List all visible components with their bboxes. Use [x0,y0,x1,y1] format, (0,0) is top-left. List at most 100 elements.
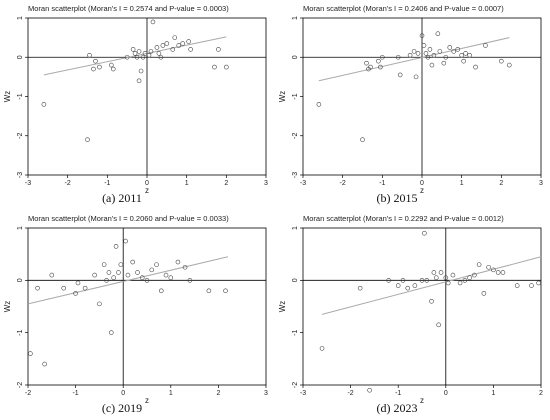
data-point [216,47,221,52]
data-point [149,267,155,273]
x-tick-label: 3 [264,180,268,187]
plot-frame [27,227,267,386]
data-point [486,264,491,270]
y-tick-label: -1 [292,93,299,99]
fitted-regression-line [321,256,542,315]
data-point [109,330,114,335]
y-axis-label: Wz [3,301,12,313]
y-tick-label: 0 [17,278,24,282]
data-point [419,33,425,38]
data-point [473,64,478,70]
moran-chart-2019: Moran scatterplot (Moran's I = 0.2060 an… [3,214,268,415]
y-axis-label: Wz [278,91,287,103]
y-tick-label: -3 [17,172,24,178]
y-tick-label: 1 [292,16,299,20]
data-point [110,66,116,72]
data-point [462,278,468,283]
data-point [367,387,372,393]
data-point [28,351,33,356]
data-point [435,31,441,37]
moran-chart-2011: Moran scatterplot (Moran's I = 0.2574 an… [3,4,268,205]
y-tick-label: 1 [292,226,299,230]
x-tick-label: -2 [347,390,353,397]
plot-title: Moran scatterplot (Moran's I = 0.2292 an… [303,214,504,223]
y-tick-label: -1 [17,93,24,99]
data-point [450,272,456,278]
data-point [113,244,119,249]
data-point [139,275,145,281]
x-tick-label: -2 [65,180,71,187]
data-point [49,272,55,278]
y-tick-label: 0 [17,55,24,59]
data-point [150,19,156,25]
data-point [138,68,144,74]
data-point [443,54,449,60]
data-point [438,270,444,275]
data-point [206,288,212,294]
data-point [360,137,365,142]
data-point [397,72,403,78]
data-point [101,262,107,267]
data-point [431,52,437,58]
data-point [160,43,166,48]
data-point [111,275,116,281]
y-tick-label: -1 [292,329,299,335]
x-tick-label: 1 [169,390,173,397]
y-tick-label: -2 [292,382,299,388]
data-point [368,64,373,70]
data-point [395,54,401,60]
x-tick-label: 1 [185,180,189,187]
data-point [431,270,437,275]
data-point [413,74,419,80]
data-point [429,62,435,68]
x-axis-label: z [420,186,424,195]
data-point [423,51,429,56]
data-point [467,275,472,281]
data-point [223,288,228,294]
y-tick-label: 0 [292,55,299,59]
data-point [424,278,430,283]
data-point [123,238,128,244]
y-tick-label: -2 [17,382,24,388]
x-tick-label: 2 [216,390,220,397]
x-tick-label: -2 [340,180,346,187]
data-point [106,270,112,275]
data-point [163,272,169,278]
data-point [436,322,441,328]
data-point [92,272,97,278]
plot-title: Moran scatterplot (Moran's I = 0.2574 an… [28,4,229,13]
x-tick-label: 2 [499,180,503,187]
x-tick-label: -3 [25,180,31,187]
data-point [529,283,534,288]
data-point [463,51,468,56]
data-point [224,64,229,70]
data-point [364,60,369,66]
data-point [135,270,140,275]
data-point [357,285,363,291]
data-point [476,262,482,267]
data-point [182,264,188,270]
plot-title: Moran scatterplot (Moran's I = 0.2060 an… [28,214,229,223]
data-point [154,262,159,267]
data-point [427,47,433,52]
data-point [212,64,217,70]
data-point [188,47,193,52]
moran-chart-2015: Moran scatterplot (Moran's I = 0.2406 an… [278,4,543,205]
data-point [422,230,427,236]
data-point [443,275,449,281]
data-point [514,283,520,288]
data-point [41,102,47,107]
moran-panel-2011: Moran scatterplot (Moran's I = 0.2574 an… [0,0,275,210]
x-tick-label: -3 [300,390,306,397]
fitted-regression-line [43,36,227,76]
data-point [97,64,102,70]
data-point [104,278,109,283]
data-point [433,275,439,281]
data-point [116,270,121,275]
x-tick-label: 0 [420,180,424,187]
data-point [154,45,160,50]
data-point [455,47,460,52]
y-tick-label: -2 [292,133,299,139]
data-point [429,298,434,304]
moran-chart-2023: Moran scatterplot (Moran's I = 0.2292 an… [278,214,543,415]
